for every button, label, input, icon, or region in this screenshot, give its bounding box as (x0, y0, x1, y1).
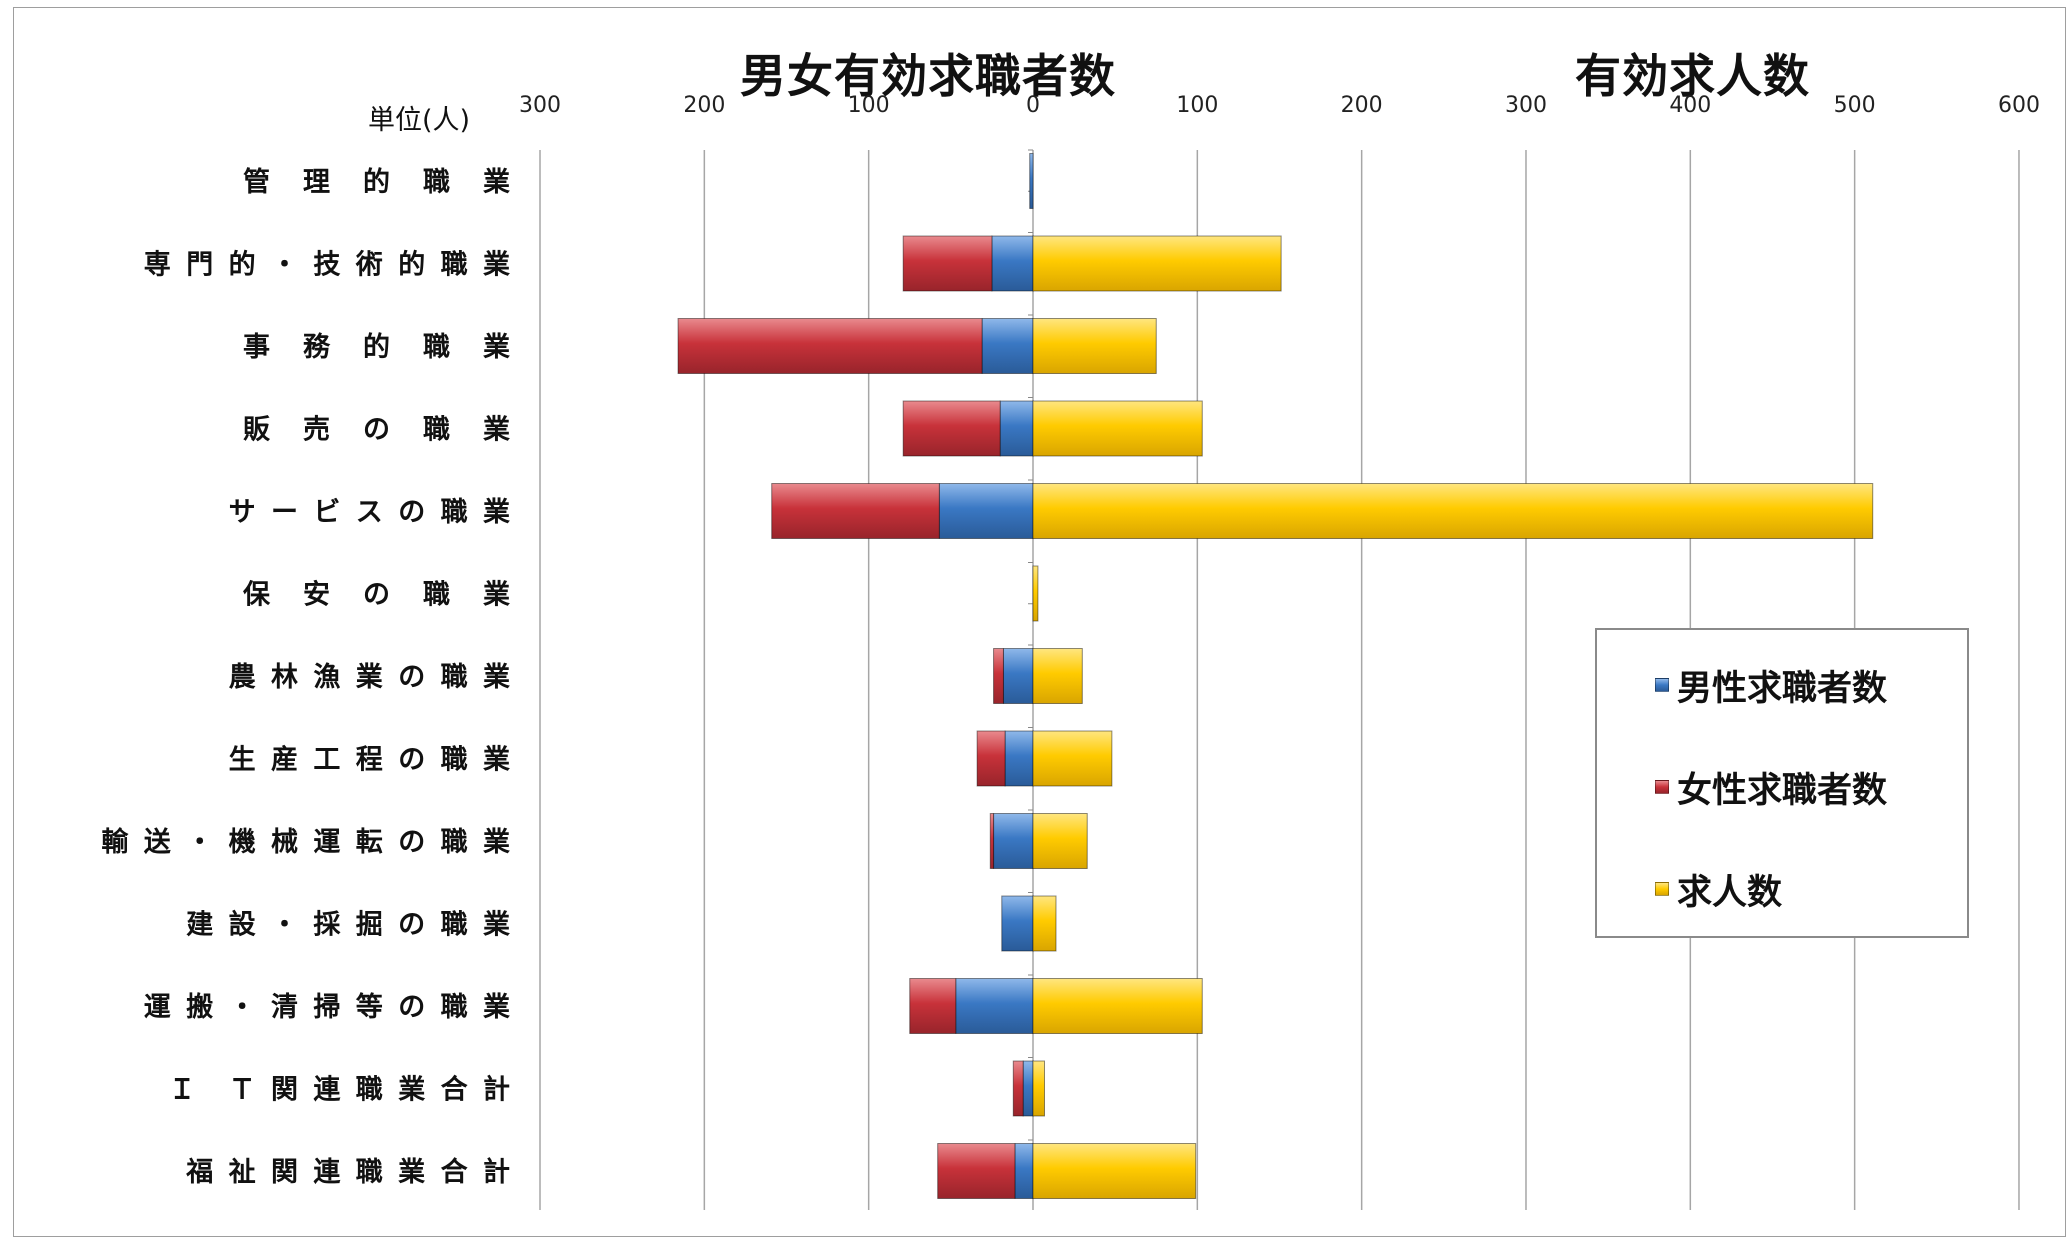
unit-label: 単位(人) (368, 105, 471, 136)
category-label: 保 安 の 職 業 (242, 580, 513, 611)
category-label: 福 祉 関 連 職 業 合 計 (185, 1156, 513, 1188)
bar-openings (1032, 730, 1113, 787)
bar-openings (1032, 565, 1039, 622)
x-tick-label: 500 (1834, 93, 1876, 118)
bar-openings (1032, 1060, 1046, 1117)
category-label: 輸 送 ・ 機 械 運 転 の 職 業 (101, 826, 513, 858)
category-label: 建 設 ・ 採 掘 の 職 業 (186, 909, 513, 941)
bar-openings (1032, 1143, 1197, 1199)
job-seekers-title: 男女有効求職者数 (740, 49, 1116, 103)
legend-item-female: 女性求職者数 (1655, 765, 1887, 811)
bar-female (909, 978, 957, 1034)
bar-openings (1032, 318, 1157, 374)
bar-openings (1032, 978, 1203, 1034)
bar-female (677, 318, 983, 374)
bar-openings (1032, 648, 1083, 704)
bar-male (1001, 895, 1034, 952)
x-tick-label: 300 (519, 93, 561, 118)
bar-male (1029, 153, 1034, 209)
bar-male (993, 813, 1034, 869)
bar-male (1002, 648, 1034, 704)
category-label: 管 理 的 職 業 (243, 166, 513, 198)
bar-male (938, 483, 1034, 539)
x-tick-label: 300 (1505, 93, 1547, 118)
bar-openings (1032, 895, 1057, 952)
bar-male (955, 978, 1034, 1034)
category-label: サ ー ビ ス の 職 業 (229, 497, 513, 528)
x-tick-label: 400 (1669, 93, 1711, 118)
bars (677, 153, 1874, 1199)
bar-male (999, 400, 1034, 457)
legend-swatch-openings (1655, 882, 1669, 896)
bar-openings (1032, 483, 1874, 539)
category-labels: 管 理 的 職 業専 門 的 ・ 技 術 的 職 業事 務 的 職 業販 売 の… (101, 166, 513, 1188)
bar-female (989, 813, 995, 869)
legend-label-male: 男性求職者数 (1677, 668, 1888, 709)
category-label: 生 産 工 程 の 職 業 (229, 744, 513, 776)
bar-male (1014, 1143, 1034, 1199)
category-label: 運 搬 ・ 清 掃 等 の 職 業 (144, 991, 513, 1023)
category-label: 事 務 的 職 業 (243, 331, 513, 363)
x-tick-label: 100 (1176, 93, 1218, 118)
legend-item-openings: 求人数 (1655, 867, 1782, 913)
bar-openings (1032, 235, 1282, 292)
x-tick-label: 0 (1026, 93, 1040, 118)
x-axis-ticks: 300 200 100 0 100 200 300 400 500 600 (519, 93, 2040, 118)
legend-item-male: 男性求職者数 (1655, 663, 1887, 709)
bar-female (902, 400, 1001, 457)
bar-female (902, 235, 993, 292)
bar-female (1012, 1060, 1024, 1117)
legend: 男性求職者数 女性求職者数 求人数 (1595, 628, 1969, 938)
bar-male (1022, 1060, 1034, 1117)
category-label: 農 林 漁 業 の 職 業 (229, 662, 513, 693)
bar-female (993, 648, 1004, 704)
bar-female (771, 483, 940, 539)
legend-swatch-female (1655, 780, 1669, 794)
legend-label-female: 女性求職者数 (1677, 770, 1888, 811)
legend-label-openings: 求人数 (1677, 872, 1783, 913)
x-tick-label: 600 (1998, 93, 2040, 118)
legend-swatch-male (1655, 678, 1669, 692)
category-label: 販 売 の 職 業 (243, 415, 513, 446)
bar-openings (1032, 400, 1203, 457)
bar-openings (1032, 813, 1088, 869)
x-tick-label: 100 (848, 93, 890, 118)
category-label: 専 門 的 ・ 技 術 的 職 業 (144, 249, 513, 281)
x-tick-label: 200 (683, 93, 725, 118)
category-label: Ｉ Ｔ 関 連 職 業 合 計 (169, 1074, 513, 1106)
x-tick-label: 200 (1341, 93, 1383, 118)
bar-male (991, 235, 1034, 292)
bar-female (937, 1143, 1016, 1199)
bar-male (1004, 730, 1034, 787)
bar-female (976, 730, 1006, 787)
job-openings-title: 有効求人数 (1575, 49, 1810, 103)
bar-male (981, 318, 1034, 374)
